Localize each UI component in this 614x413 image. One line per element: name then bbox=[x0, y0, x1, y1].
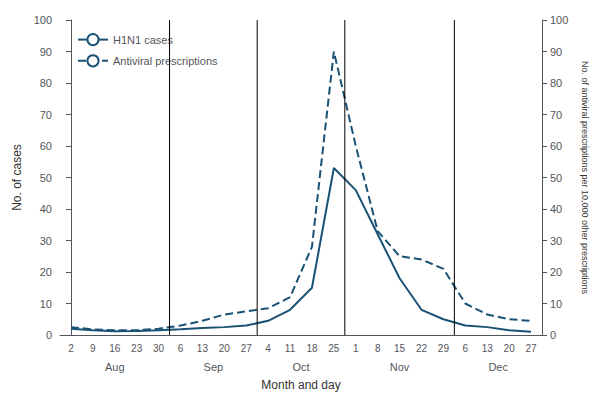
svg-text:60: 60 bbox=[40, 140, 52, 152]
svg-text:70: 70 bbox=[40, 109, 52, 121]
svg-text:40: 40 bbox=[40, 203, 52, 215]
svg-text:8: 8 bbox=[375, 343, 381, 354]
svg-text:27: 27 bbox=[525, 343, 537, 354]
svg-text:40: 40 bbox=[550, 203, 562, 215]
svg-text:23: 23 bbox=[131, 343, 143, 354]
svg-text:100: 100 bbox=[34, 14, 52, 26]
svg-text:13: 13 bbox=[482, 343, 494, 354]
svg-text:11: 11 bbox=[285, 343, 296, 354]
svg-text:27: 27 bbox=[241, 343, 253, 354]
svg-text:60: 60 bbox=[550, 140, 562, 152]
svg-text:10: 10 bbox=[40, 298, 52, 310]
svg-text:20: 20 bbox=[550, 266, 562, 278]
svg-text:25: 25 bbox=[328, 343, 340, 354]
svg-text:6: 6 bbox=[178, 343, 184, 354]
svg-text:Oct: Oct bbox=[292, 361, 309, 373]
svg-text:20: 20 bbox=[504, 343, 516, 354]
svg-text:30: 30 bbox=[40, 235, 52, 247]
svg-text:20: 20 bbox=[219, 343, 231, 354]
svg-text:70: 70 bbox=[550, 109, 562, 121]
svg-text:6: 6 bbox=[463, 343, 469, 354]
svg-text:20: 20 bbox=[40, 266, 52, 278]
svg-text:No. of antiviral prescriptions: No. of antiviral prescriptions per 10,00… bbox=[580, 61, 590, 295]
svg-text:30: 30 bbox=[153, 343, 165, 354]
svg-text:2: 2 bbox=[68, 343, 74, 354]
svg-text:4: 4 bbox=[265, 343, 271, 354]
svg-text:29: 29 bbox=[438, 343, 450, 354]
svg-text:18: 18 bbox=[306, 343, 318, 354]
svg-text:50: 50 bbox=[40, 172, 52, 184]
svg-text:0: 0 bbox=[550, 329, 556, 341]
svg-text:100: 100 bbox=[550, 14, 568, 26]
svg-text:13: 13 bbox=[197, 343, 209, 354]
svg-text:Antiviral prescriptions: Antiviral prescriptions bbox=[113, 55, 218, 67]
svg-text:80: 80 bbox=[40, 77, 52, 89]
svg-text:No. of cases: No. of cases bbox=[10, 144, 24, 211]
svg-text:30: 30 bbox=[550, 235, 562, 247]
svg-text:80: 80 bbox=[550, 77, 562, 89]
svg-text:15: 15 bbox=[394, 343, 406, 354]
svg-text:1: 1 bbox=[353, 343, 359, 354]
svg-text:Sep: Sep bbox=[204, 361, 224, 373]
svg-text:22: 22 bbox=[416, 343, 428, 354]
svg-text:10: 10 bbox=[550, 298, 562, 310]
svg-text:Aug: Aug bbox=[105, 361, 125, 373]
svg-text:16: 16 bbox=[109, 343, 121, 354]
svg-text:9: 9 bbox=[90, 343, 96, 354]
svg-text:Dec: Dec bbox=[488, 361, 508, 373]
svg-text:Month and day: Month and day bbox=[261, 378, 340, 392]
svg-text:50: 50 bbox=[550, 172, 562, 184]
svg-text:90: 90 bbox=[550, 46, 562, 58]
svg-text:H1N1 cases: H1N1 cases bbox=[113, 34, 173, 46]
svg-text:Nov: Nov bbox=[390, 361, 410, 373]
svg-text:90: 90 bbox=[40, 46, 52, 58]
svg-text:0: 0 bbox=[46, 329, 52, 341]
